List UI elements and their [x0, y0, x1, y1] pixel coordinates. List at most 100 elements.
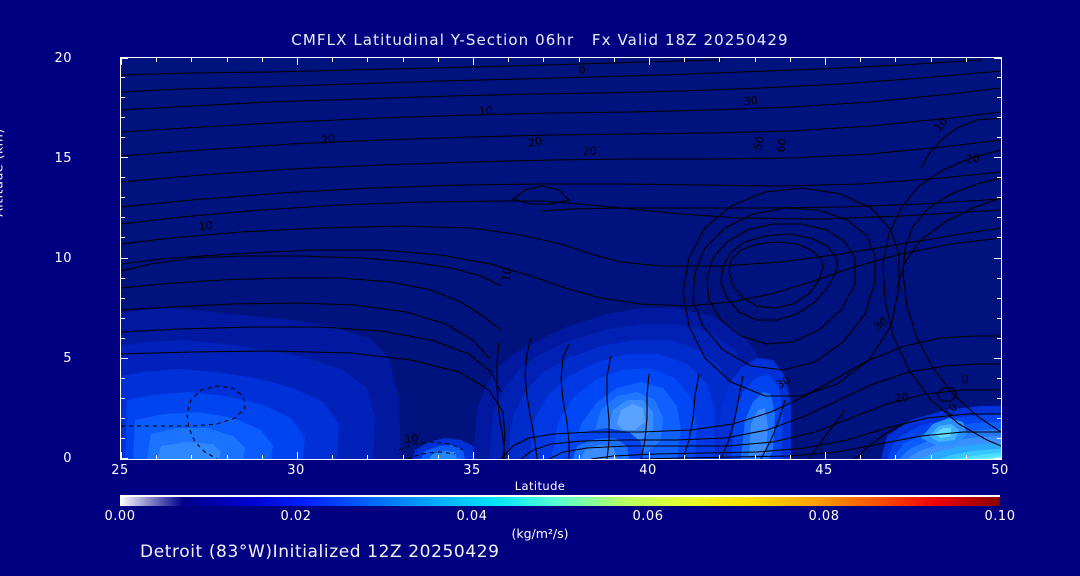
axis-tick: [579, 58, 580, 62]
axis-tick: [684, 58, 685, 62]
axis-tick: [121, 358, 128, 359]
axis-tick: [579, 455, 580, 459]
svg-text:20: 20: [321, 132, 337, 147]
y-axis-label: Altitude (km): [0, 128, 6, 217]
axis-tick: [895, 455, 896, 459]
y-tick-20: 20: [54, 51, 72, 66]
axis-tick: [1001, 58, 1002, 65]
x-tick-40: 40: [639, 463, 657, 478]
colorbar-tick-0: 0.00: [104, 509, 136, 524]
axis-tick: [997, 378, 1001, 379]
axis-tick: [367, 58, 368, 62]
axis-tick: [994, 157, 1001, 158]
axis-tick: [860, 455, 861, 459]
axis-tick: [121, 278, 125, 279]
axis-tick: [997, 438, 1001, 439]
axis-tick: [997, 278, 1001, 279]
axis-tick: [719, 455, 720, 459]
axis-tick: [121, 217, 125, 218]
svg-text:20: 20: [583, 145, 597, 158]
svg-text:20: 20: [965, 152, 980, 166]
colorbar-units: (kg/m²/s): [511, 526, 569, 541]
axis-tick: [994, 258, 1001, 259]
footer-label: Detroit (83°W)Initialized 12Z 20250429: [140, 542, 500, 562]
axis-tick: [473, 452, 474, 459]
axis-tick: [438, 455, 439, 459]
x-tick-50: 50: [991, 463, 1009, 478]
svg-text:60: 60: [774, 137, 789, 153]
colorbar-tick-4: 0.08: [808, 509, 840, 524]
axis-tick: [997, 197, 1001, 198]
axis-tick: [403, 455, 404, 459]
chart-title: CMFLX Latitudinal Y-Section 06hr Fx Vali…: [291, 31, 789, 49]
axis-tick: [121, 378, 125, 379]
axis-tick: [121, 318, 125, 319]
axis-tick: [262, 58, 263, 62]
filled-contour-field: [121, 308, 1001, 459]
plot-svg: 0 10 20 10 20 20 10 20 30 50 60 10 30 30…: [121, 58, 1001, 459]
colorbar-tick-5: 0.10: [984, 509, 1016, 524]
axis-tick: [367, 455, 368, 459]
axis-tick: [121, 438, 125, 439]
svg-text:50: 50: [751, 135, 767, 152]
svg-text:10: 10: [198, 219, 213, 233]
axis-tick: [755, 455, 756, 459]
axis-tick: [994, 358, 1001, 359]
axis-tick: [403, 58, 404, 62]
axis-tick: [508, 455, 509, 459]
axis-tick: [121, 237, 125, 238]
axis-tick: [825, 452, 826, 459]
svg-text:20: 20: [894, 391, 909, 405]
axis-tick: [121, 117, 125, 118]
x-tick-30: 30: [287, 463, 305, 478]
colorbar: [120, 497, 1000, 506]
contour-labels: 0 10 20 10 20 20 10 20 30 50 60 10 30 30…: [198, 64, 980, 446]
svg-text:30: 30: [774, 374, 792, 392]
axis-tick: [121, 177, 125, 178]
axis-tick: [121, 77, 125, 78]
y-tick-0: 0: [63, 451, 72, 466]
x-axis-label: Latitude: [514, 479, 566, 493]
colorbar-top-rule: [120, 495, 1000, 497]
axis-tick: [121, 258, 128, 259]
axis-tick: [997, 237, 1001, 238]
axis-tick: [227, 58, 228, 62]
axis-tick: [156, 455, 157, 459]
colorbar-tick-3: 0.06: [632, 509, 664, 524]
axis-tick: [790, 58, 791, 62]
axis-tick: [997, 418, 1001, 419]
axis-tick: [755, 58, 756, 62]
axis-tick: [121, 418, 125, 419]
axis-tick: [966, 58, 967, 62]
axis-tick: [121, 97, 125, 98]
axis-tick: [719, 58, 720, 62]
axis-tick: [997, 217, 1001, 218]
axis-tick: [121, 157, 128, 158]
svg-text:20: 20: [527, 134, 543, 150]
negative-contours: [121, 385, 464, 459]
axis-tick: [825, 58, 826, 65]
svg-text:10: 10: [478, 104, 493, 118]
axis-tick: [997, 77, 1001, 78]
axis-tick: [262, 455, 263, 459]
axis-tick: [931, 58, 932, 62]
axis-tick: [997, 318, 1001, 319]
axis-tick: [790, 455, 791, 459]
axis-tick: [997, 177, 1001, 178]
colorbar-tick-1: 0.02: [280, 509, 312, 524]
axis-tick: [438, 58, 439, 62]
axis-tick: [614, 455, 615, 459]
axis-tick: [121, 458, 128, 459]
axis-tick: [997, 97, 1001, 98]
axis-tick: [997, 398, 1001, 399]
svg-text:10: 10: [499, 266, 515, 282]
axis-tick: [121, 398, 125, 399]
axis-tick: [997, 117, 1001, 118]
axis-tick: [649, 58, 650, 65]
axis-tick: [994, 58, 1001, 59]
axis-tick: [508, 58, 509, 62]
axis-tick: [895, 58, 896, 62]
colorbar-tick-2: 0.04: [456, 509, 488, 524]
axis-tick: [684, 455, 685, 459]
